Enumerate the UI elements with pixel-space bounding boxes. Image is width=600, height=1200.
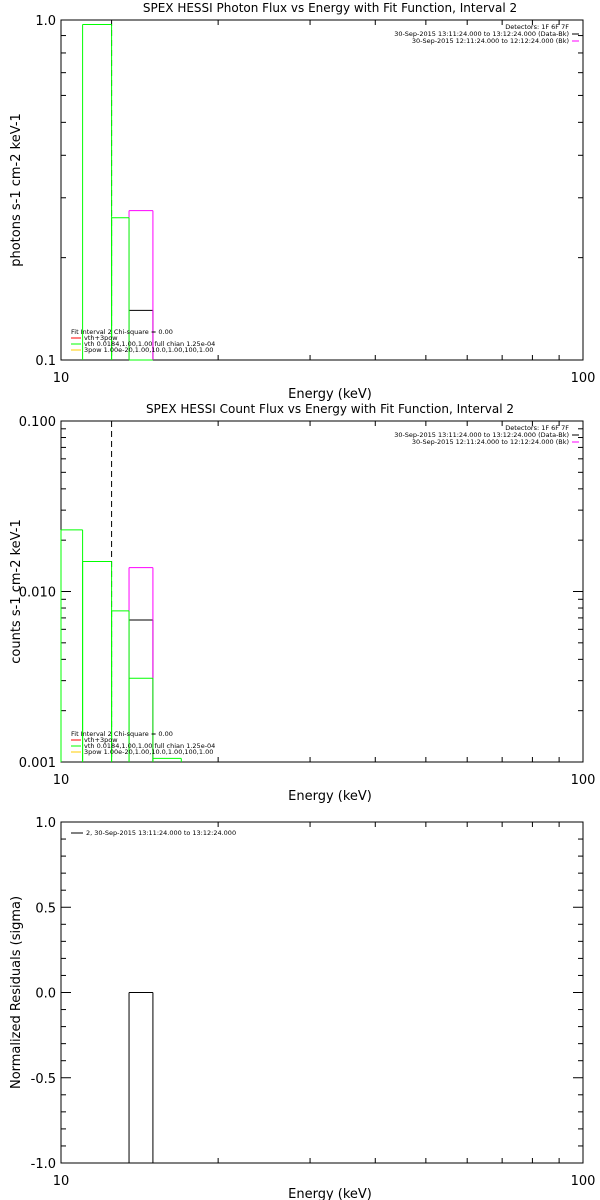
legend-entry: 2, 30-Sep-2015 13:11:24.000 to 13:12:24.… xyxy=(86,829,236,837)
chart-title: SPEX HESSI Count Flux vs Energy with Fit… xyxy=(146,402,514,416)
y-tick-label: 1.0 xyxy=(35,14,56,29)
panel-1: 10 100 0.1 1.0 SPEX HESSI Photon Flux vs Ene… xyxy=(9,1,595,402)
series-vth xyxy=(60,529,182,762)
info-line: 30-Sep-2015 12:11:24.000 to 12:12:24.000… xyxy=(412,438,569,446)
legend-entry: vth 0.0184,1.00,1.00 full chian 1.25e-04 xyxy=(84,742,215,750)
panel-3: 10 100 -1.0 -0.5 0.0 0.5 1.0 Energy (keV) Normal… xyxy=(9,816,595,1200)
legend-entry: 3pow 1.00e-20,1.00,10.0,1.00,100,1.00 xyxy=(84,346,213,354)
y-axis-ticks xyxy=(61,420,583,763)
legend-header: Fit Interval 2 Chi-square = 0.00 xyxy=(71,328,173,336)
y-axis-label: counts s-1 cm-2 keV-1 xyxy=(9,519,24,664)
legend-entry: vth+3pow xyxy=(84,334,118,342)
chart-title: SPEX HESSI Photon Flux vs Energy with Fi… xyxy=(143,1,517,15)
x-axis-ticks xyxy=(60,20,584,360)
y-axis-label: photons s-1 cm-2 keV-1 xyxy=(9,113,24,267)
legend-entry: vth 0.0184,1.00,1.00 full chian 1.25e-04 xyxy=(84,340,215,348)
x-axis-label: Energy (keV) xyxy=(288,789,372,804)
legend-header: Fit Interval 2 Chi-square = 0.00 xyxy=(71,730,173,738)
plot-frame xyxy=(60,420,584,763)
info-line: Detectors: 1F 6F 7F xyxy=(505,23,569,31)
x-tick-label: 100 xyxy=(571,773,596,788)
x-tick-label: 10 xyxy=(53,773,70,788)
info-line: 30-Sep-2015 13:11:24.000 to 13:12:24.000… xyxy=(394,431,569,439)
series-vth xyxy=(82,23,153,361)
legend-entry: vth+3pow xyxy=(84,736,118,744)
y-tick-label: 0.5 xyxy=(35,901,56,916)
legend-entry: 3pow 1.00e-20,1.00,10.0,1.00,100,1.00 xyxy=(84,748,213,756)
x-axis-ticks xyxy=(60,421,584,762)
info-line: 30-Sep-2015 13:11:24.000 to 13:12:24.000… xyxy=(394,30,569,38)
x-axis-label: Energy (keV) xyxy=(288,387,372,402)
legend: 2, 30-Sep-2015 13:11:24.000 to 13:12:24.… xyxy=(71,829,236,837)
series-residuals xyxy=(128,992,154,1163)
legend: Fit Interval 2 Chi-square = 0.00vth+3pow… xyxy=(71,730,215,756)
y-tick-label: -0.5 xyxy=(31,1072,56,1087)
x-axis-label: Energy (keV) xyxy=(288,1187,372,1200)
x-tick-label: 100 xyxy=(571,1174,596,1189)
info-line: 30-Sep-2015 12:11:24.000 to 12:12:24.000… xyxy=(412,37,569,45)
legend: Fit Interval 2 Chi-square = 0.00vth+3pow… xyxy=(71,328,215,354)
x-axis-ticks xyxy=(60,822,584,1163)
y-tick-label: -1.0 xyxy=(31,1157,56,1172)
x-tick-label: 10 xyxy=(53,371,70,386)
y-tick-label: 0.010 xyxy=(19,586,56,601)
info-line: Detectors: 1F 6F 7F xyxy=(505,424,569,432)
y-tick-label: 0.100 xyxy=(19,415,56,430)
y-axis-label: Normalized Residuals (sigma) xyxy=(9,896,24,1089)
panel-2: 10 100 0.001 0.010 0.100 SPEX HESSI Count Flu… xyxy=(9,402,595,804)
y-tick-label: 1.0 xyxy=(35,816,56,831)
x-tick-label: 10 xyxy=(53,1174,70,1189)
y-tick-label: 0.1 xyxy=(35,354,56,369)
plot-frame xyxy=(60,19,584,361)
series-data-bk xyxy=(128,619,154,762)
series-bk xyxy=(128,210,154,360)
y-tick-label: 0.001 xyxy=(19,756,56,771)
x-tick-label: 100 xyxy=(571,371,596,386)
y-axis-ticks xyxy=(61,19,583,361)
y-axis-ticks xyxy=(61,821,583,1164)
y-tick-label: 0.0 xyxy=(35,987,56,1002)
